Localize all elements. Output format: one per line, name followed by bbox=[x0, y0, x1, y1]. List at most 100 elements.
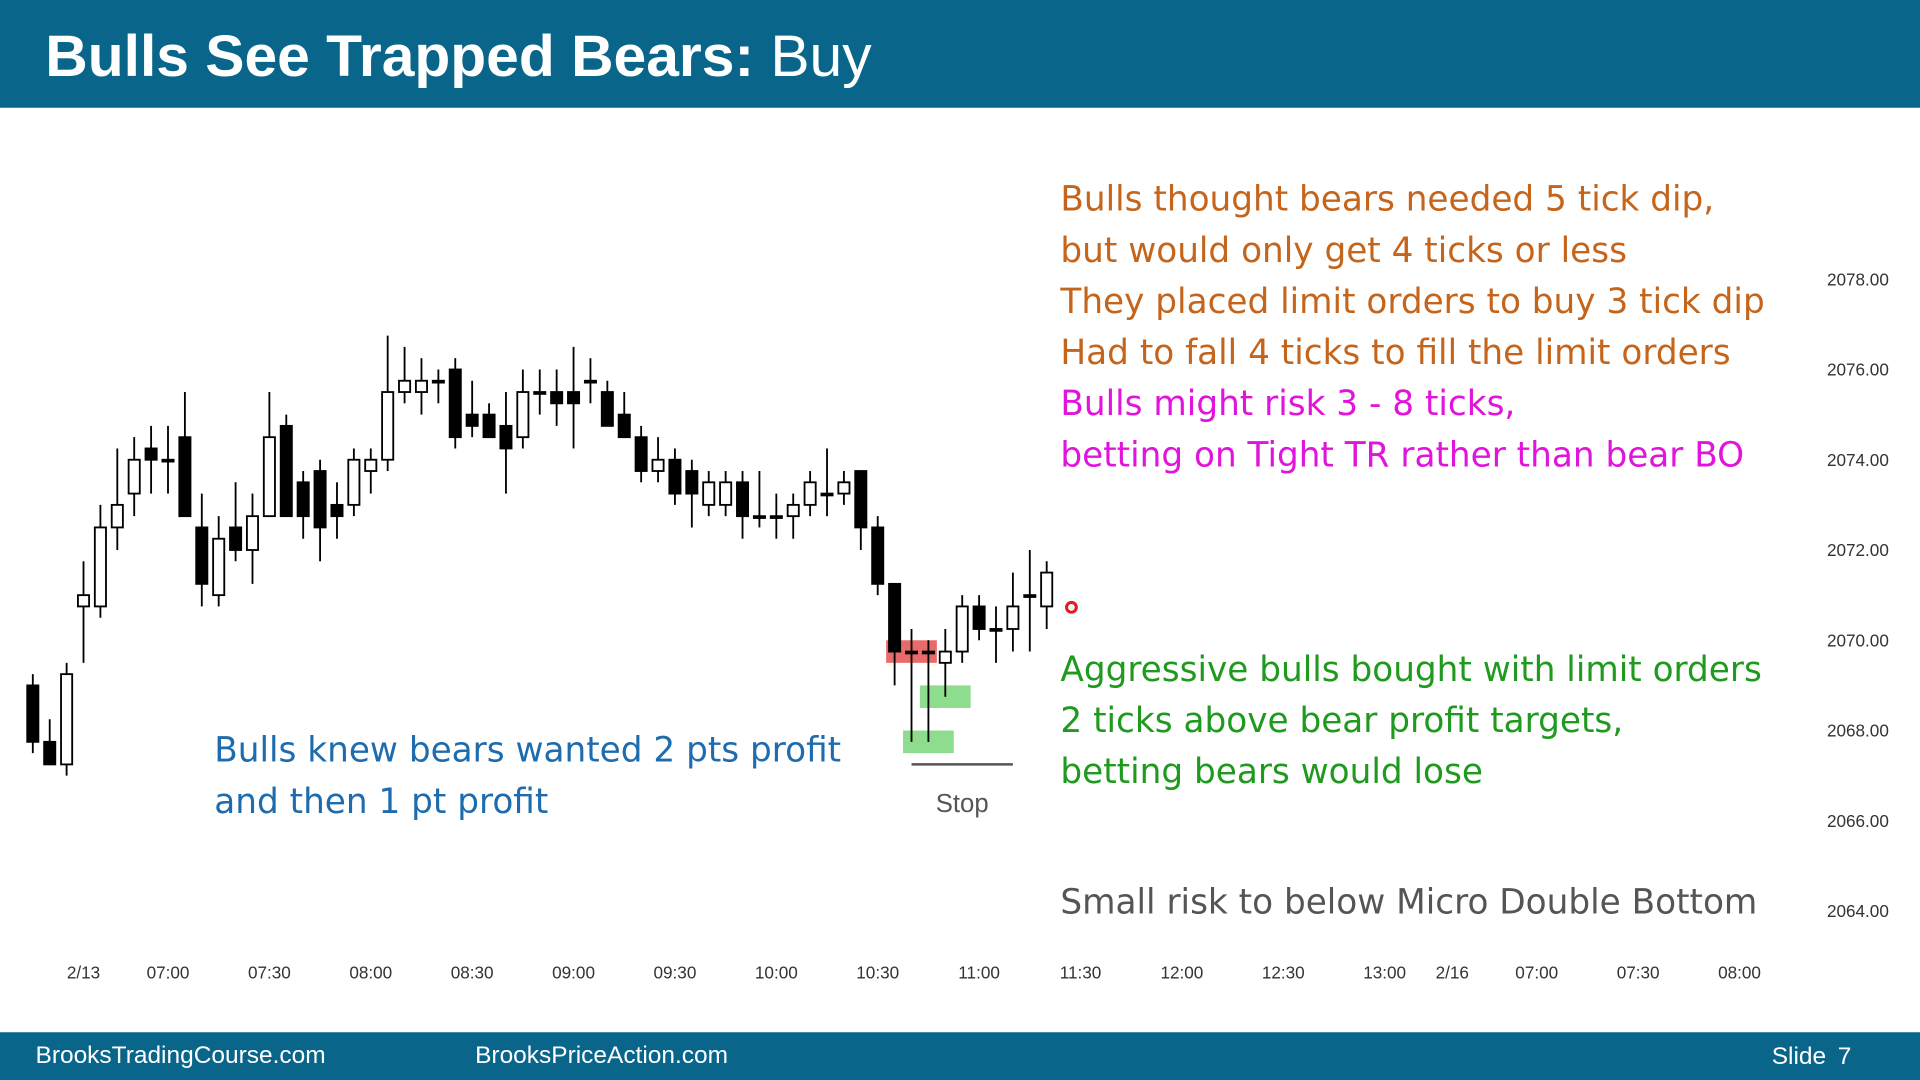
x-tick-label: 08:30 bbox=[451, 962, 494, 982]
candle-body bbox=[888, 582, 902, 653]
y-tick-label: 2064.00 bbox=[1827, 901, 1889, 921]
title-main: Bulls See Trapped Bears: bbox=[45, 24, 754, 89]
annotation: and then 1 pt profit bbox=[214, 782, 548, 822]
candle-body bbox=[634, 436, 648, 472]
candle-body bbox=[77, 594, 91, 608]
candle-body bbox=[364, 458, 378, 472]
candle-body bbox=[161, 458, 175, 463]
plot: 2064.00 2066.00 2068.00 2070.00 2072.00 2074.… bbox=[26, 180, 1889, 982]
annotation: Small risk to below Micro Double Bottom bbox=[1060, 882, 1757, 922]
y-tick-label: 2068.00 bbox=[1827, 721, 1889, 741]
candle-body bbox=[482, 413, 496, 439]
x-tick-label: 07:30 bbox=[1617, 962, 1660, 982]
x-tick-label: 10:30 bbox=[856, 962, 899, 982]
candle-body bbox=[465, 413, 479, 427]
candle-body bbox=[262, 436, 276, 518]
annotation: Bulls thought bears needed 5 tick dip, bbox=[1060, 180, 1714, 220]
candle-body bbox=[668, 458, 682, 495]
candle-body bbox=[583, 379, 597, 384]
y-tick-label: 2076.00 bbox=[1827, 360, 1889, 380]
candle-body bbox=[448, 368, 462, 439]
candle-body bbox=[279, 424, 293, 518]
candle-body bbox=[178, 436, 192, 518]
footer-middle: BrooksPriceAction.com bbox=[475, 1042, 728, 1069]
candle-body bbox=[414, 379, 428, 393]
candle-body bbox=[43, 740, 57, 766]
footer-band bbox=[0, 1032, 1920, 1080]
candle-body bbox=[127, 458, 141, 495]
candle-body bbox=[499, 424, 513, 450]
x-tick-label: 11:00 bbox=[958, 962, 1000, 982]
y-tick-label: 2074.00 bbox=[1827, 450, 1889, 470]
annotation: They placed limit orders to buy 3 tick d… bbox=[1059, 282, 1764, 322]
candle-body bbox=[195, 526, 209, 585]
candle-body bbox=[296, 481, 310, 518]
slide-title: Bulls See Trapped Bears: Buy bbox=[45, 24, 872, 89]
candle-body bbox=[381, 391, 395, 461]
x-tick-label: 10:00 bbox=[755, 962, 798, 982]
x-tick-label: 07:30 bbox=[248, 962, 291, 982]
y-tick-label: 2066.00 bbox=[1827, 811, 1889, 831]
x-tick-label: 12:00 bbox=[1160, 962, 1203, 982]
x-tick-label: 08:00 bbox=[349, 962, 392, 982]
candle-body bbox=[1023, 594, 1037, 598]
candle-body bbox=[938, 650, 952, 664]
candle-body bbox=[736, 481, 750, 518]
candle-body bbox=[989, 628, 1003, 632]
annotation: 2 ticks above bear profit targets, bbox=[1060, 701, 1623, 741]
candle-body bbox=[769, 515, 783, 519]
candle-body bbox=[1040, 571, 1054, 608]
candle-body bbox=[1006, 605, 1020, 630]
candle-body bbox=[26, 684, 40, 743]
candle-body bbox=[600, 391, 614, 427]
candle-body bbox=[786, 503, 800, 518]
y-tick-label: 2070.00 bbox=[1827, 630, 1889, 650]
candle-body bbox=[567, 391, 581, 405]
x-tick-label: 13:00 bbox=[1363, 962, 1406, 982]
candle-body bbox=[752, 515, 766, 519]
candle-body bbox=[803, 481, 817, 506]
candle-body bbox=[144, 447, 158, 461]
candle-body bbox=[212, 537, 226, 597]
candle-body bbox=[871, 526, 885, 585]
x-tick-label: 09:30 bbox=[654, 962, 697, 982]
candle-body bbox=[617, 413, 631, 439]
y-tick-label: 2072.00 bbox=[1827, 540, 1889, 560]
candle-body bbox=[398, 379, 412, 393]
candle-body bbox=[245, 515, 259, 551]
stop-label: Stop bbox=[936, 790, 989, 818]
footer-slide: Slide 7 bbox=[1772, 1043, 1852, 1070]
candle-body bbox=[651, 458, 665, 472]
candle-body bbox=[972, 605, 986, 630]
annotation: Bulls might risk 3 - 8 ticks, bbox=[1060, 384, 1515, 424]
annotation: Bulls knew bears wanted 2 pts profit bbox=[214, 731, 841, 771]
candle-body bbox=[955, 605, 969, 653]
cursor-dot bbox=[1065, 600, 1078, 614]
candle-body bbox=[60, 673, 74, 766]
x-tick-label: 09:00 bbox=[552, 962, 595, 982]
x-tick-label: 11:30 bbox=[1060, 962, 1102, 982]
candle-body bbox=[330, 503, 344, 518]
x-tick-label: 07:00 bbox=[1515, 962, 1558, 982]
title-suffix: Buy bbox=[770, 24, 872, 89]
candle-body bbox=[854, 470, 868, 529]
candle-body bbox=[313, 470, 327, 529]
candle-body bbox=[837, 481, 851, 495]
y-tick-label: 2078.00 bbox=[1827, 269, 1889, 289]
candle-body bbox=[905, 650, 919, 655]
candle-body bbox=[550, 391, 564, 405]
candle-body bbox=[110, 503, 124, 529]
footer-left: BrooksTradingCourse.com bbox=[36, 1042, 326, 1069]
x-tick-label: 2/16 bbox=[1436, 962, 1469, 982]
annotation: betting bears would lose bbox=[1060, 752, 1483, 792]
candle-body bbox=[93, 526, 107, 608]
annotation: Had to fall 4 ticks to fill the limit or… bbox=[1060, 333, 1730, 373]
candle-body bbox=[229, 526, 243, 551]
candle-body bbox=[702, 481, 716, 506]
candle-body bbox=[719, 481, 733, 506]
candle-body bbox=[685, 470, 699, 495]
x-tick-label: 08:00 bbox=[1718, 962, 1761, 982]
annotation: Aggressive bulls bought with limit order… bbox=[1060, 650, 1761, 690]
header-band bbox=[0, 0, 1920, 108]
